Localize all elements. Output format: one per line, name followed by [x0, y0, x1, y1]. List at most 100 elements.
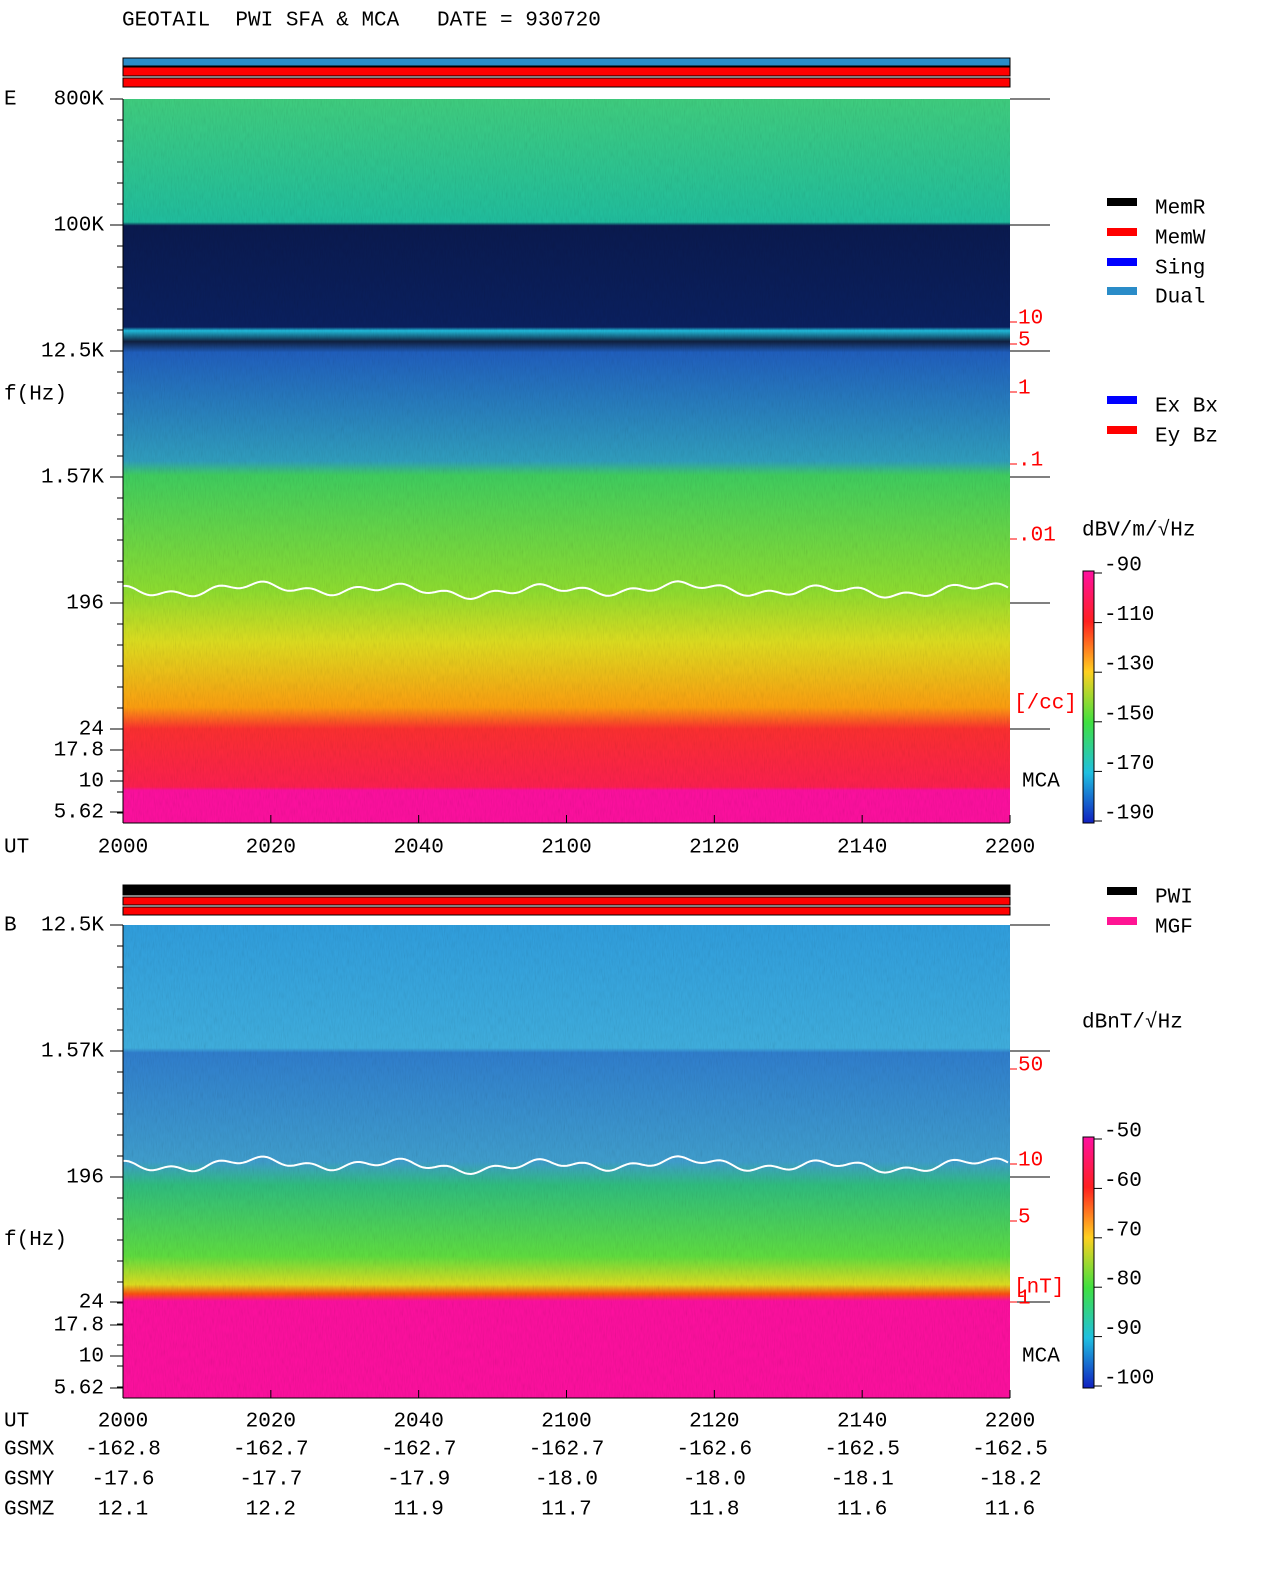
orbit-value: -162.7	[233, 1439, 309, 1462]
colorbar-tick-label: -60	[1104, 1170, 1142, 1193]
y-tick-label: 24	[79, 1292, 104, 1315]
y-tick-label: 12.5K	[41, 341, 104, 364]
orbit-value: -162.7	[529, 1439, 605, 1462]
colorbar	[1082, 570, 1095, 824]
legend-swatch	[1107, 396, 1137, 404]
colorbar-tick-label: -150	[1104, 703, 1154, 726]
orbit-row-label: GSMX	[4, 1439, 55, 1462]
colorbar-tick-label: -110	[1104, 604, 1154, 627]
legend-label: Dual	[1155, 287, 1205, 310]
legend-label: Ex Bx	[1155, 396, 1218, 419]
x-tick-label: 2000	[98, 1411, 148, 1434]
y-tick-label: 10	[79, 1346, 104, 1369]
orbit-value: -18.0	[683, 1469, 746, 1492]
y-tick-label: 24	[79, 719, 104, 742]
legend-label: PWI	[1155, 887, 1193, 910]
colorbar-tick-label: -100	[1104, 1368, 1154, 1391]
orbit-row-label: GSMZ	[4, 1499, 54, 1522]
plasma-frequency-line	[123, 580, 1009, 601]
orbit-value: -162.5	[824, 1439, 900, 1462]
x-axis-label: UT	[4, 1411, 29, 1434]
status-bar	[122, 57, 1011, 67]
right-scale-label: 1	[1018, 378, 1031, 401]
orbit-value: -18.2	[978, 1469, 1041, 1492]
status-bar	[122, 896, 1011, 906]
right-scale-label: 5	[1018, 1207, 1031, 1230]
right-unit: [/cc]	[1014, 693, 1077, 716]
y-tick-label: 17.8	[54, 1315, 104, 1338]
title: GEOTAIL PWI SFA & MCA DATE = 930720	[122, 10, 601, 33]
legend-swatch	[1107, 258, 1137, 266]
orbit-value: -18.1	[831, 1469, 894, 1492]
legend-swatch	[1107, 287, 1137, 295]
x-tick-label: 2140	[837, 837, 887, 860]
legend-swatch	[1107, 917, 1137, 925]
status-bar	[122, 884, 1011, 896]
y-tick-label: 1.57K	[41, 467, 104, 490]
y-tick-label: 800K	[54, 89, 105, 112]
y-axis-label: f(Hz)	[4, 1229, 67, 1252]
mca-label: MCA	[1022, 771, 1060, 794]
x-tick-label: 2120	[689, 837, 739, 860]
orbit-value: 11.8	[689, 1499, 739, 1522]
right-scale-label: 5	[1018, 330, 1031, 353]
colorbar-tick-label: -90	[1104, 555, 1142, 578]
orbit-value: -17.6	[91, 1469, 154, 1492]
colorbar-tick-label: -170	[1104, 753, 1154, 776]
orbit-value: 11.9	[393, 1499, 443, 1522]
colorbar-tick-label: -50	[1104, 1121, 1142, 1144]
right-scale-label: .1	[1018, 450, 1043, 473]
x-tick-label: 2200	[985, 1411, 1035, 1434]
status-bar	[122, 77, 1011, 88]
colorbar-tick-label: -130	[1104, 654, 1154, 677]
right-scale-label: .01	[1018, 525, 1056, 548]
colorbar-tick-label: -90	[1104, 1318, 1142, 1341]
orbit-value: 11.6	[985, 1499, 1035, 1522]
y-tick-label: 5.62	[54, 802, 104, 825]
colorbar-unit: dBnT/√Hz	[1082, 1011, 1183, 1035]
legend-swatch	[1107, 228, 1137, 236]
right-scale-label: 10	[1018, 1150, 1043, 1173]
x-axis-label: UT	[4, 837, 29, 860]
colorbar-tick-label: -190	[1104, 803, 1154, 826]
x-tick-label: 2040	[393, 837, 443, 860]
legend-label: MGF	[1155, 917, 1193, 940]
spectrogram-noise	[123, 925, 1010, 1398]
orbit-value: 12.1	[98, 1499, 148, 1522]
x-tick-label: 2120	[689, 1411, 739, 1434]
x-tick-label: 2100	[541, 1411, 591, 1434]
legend-swatch	[1107, 426, 1137, 434]
plasma-frequency-line	[123, 1155, 1009, 1176]
legend-label: Ey Bz	[1155, 426, 1218, 449]
status-bar	[122, 66, 1011, 77]
legend-label: Sing	[1155, 258, 1205, 281]
orbit-value: -18.0	[535, 1469, 598, 1492]
status-bar	[122, 906, 1011, 916]
mca-label: MCA	[1022, 1346, 1060, 1369]
legend-swatch	[1107, 198, 1137, 206]
y-tick-label: 196	[66, 593, 104, 616]
colorbar-tick-label: -70	[1104, 1219, 1142, 1242]
y-tick-label: 10	[79, 771, 104, 794]
legend-label: MemW	[1155, 228, 1206, 251]
x-tick-label: 2040	[393, 1411, 443, 1434]
orbit-value: 12.2	[246, 1499, 296, 1522]
x-tick-label: 2100	[541, 837, 591, 860]
y-tick-label: 17.8	[54, 740, 104, 763]
orbit-value: 11.7	[541, 1499, 591, 1522]
panel-label: B	[4, 915, 17, 938]
orbit-value: -17.9	[387, 1469, 450, 1492]
y-tick-label: 1.57K	[41, 1041, 104, 1064]
orbit-value: 11.6	[837, 1499, 887, 1522]
orbit-value: -162.7	[381, 1439, 457, 1462]
orbit-row-label: GSMY	[4, 1469, 55, 1492]
colorbar-tick-label: -80	[1104, 1269, 1142, 1292]
legend-label: MemR	[1155, 198, 1206, 221]
colorbar	[1082, 1136, 1095, 1389]
right-scale-label: 50	[1018, 1055, 1043, 1078]
x-tick-label: 2000	[98, 837, 148, 860]
y-tick-label: 5.62	[54, 1378, 104, 1401]
panel-label: E	[4, 89, 17, 112]
x-tick-label: 2140	[837, 1411, 887, 1434]
